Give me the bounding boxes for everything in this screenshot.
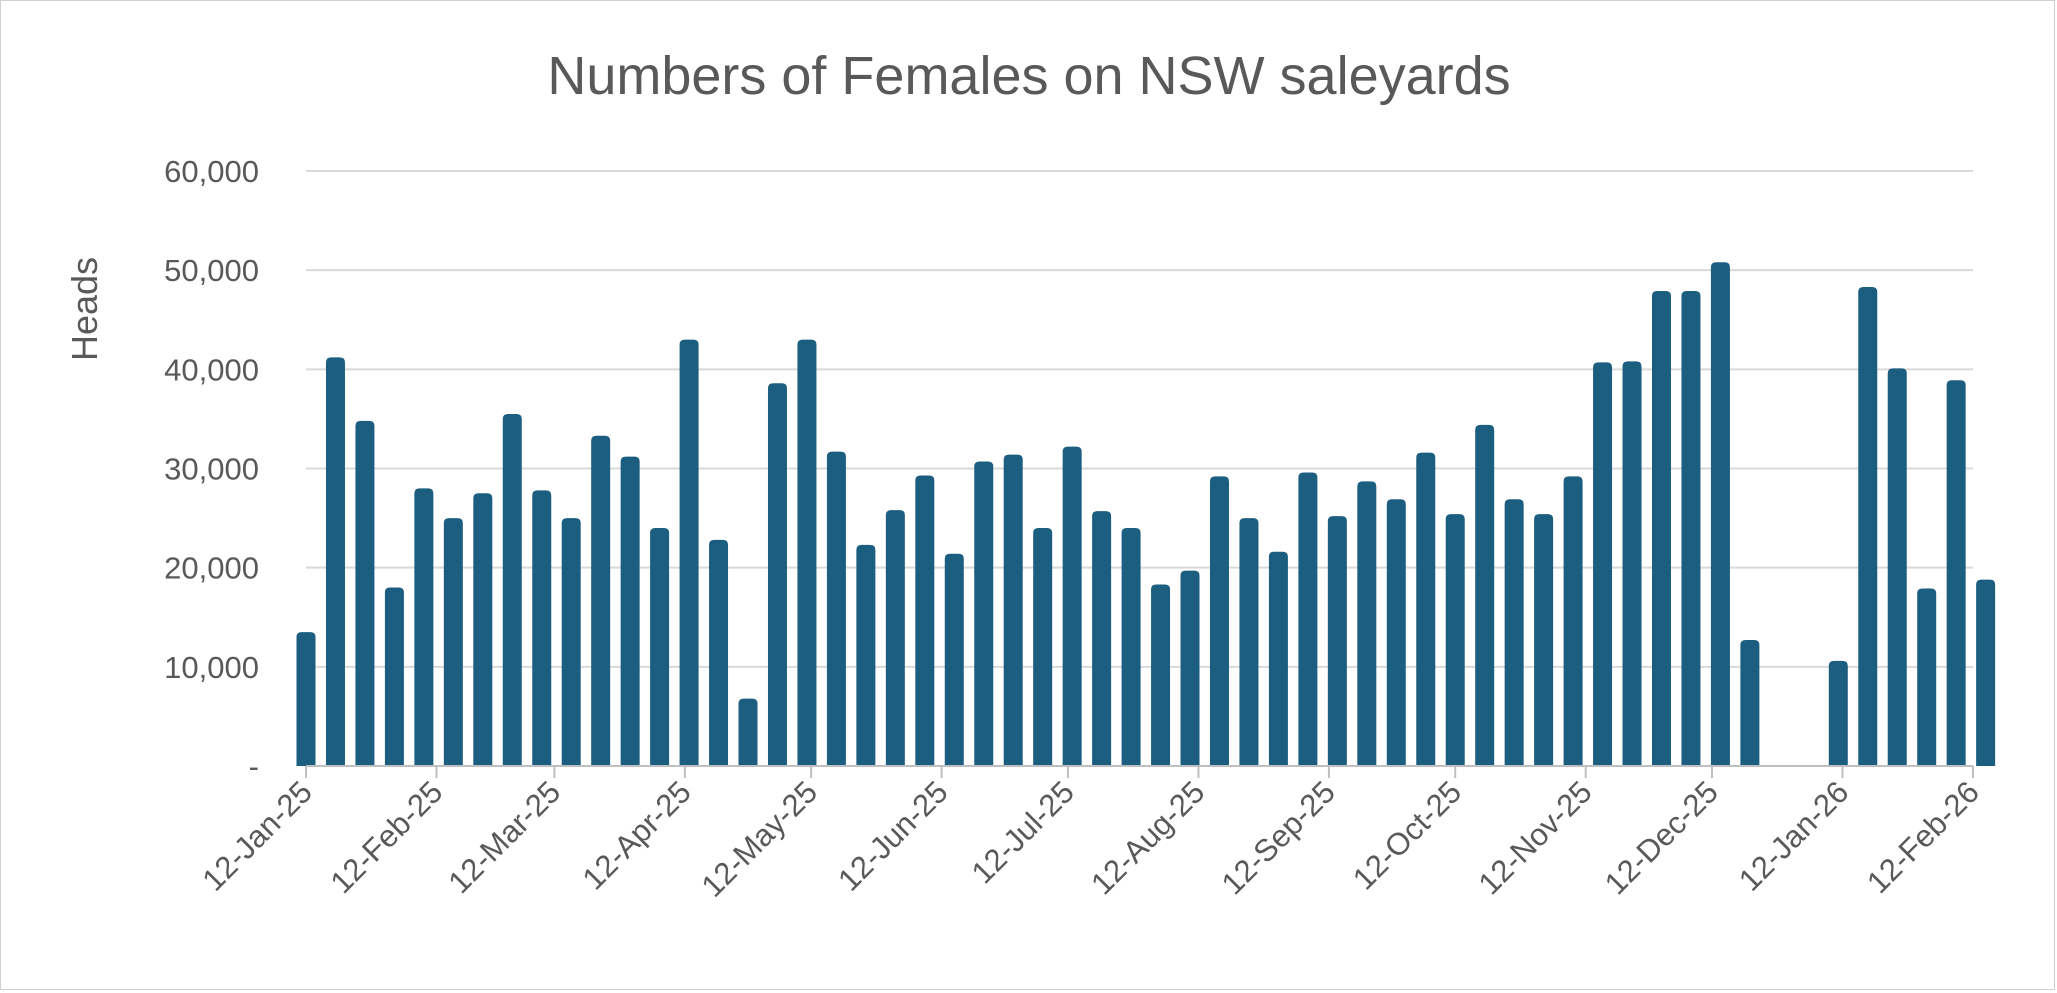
x-tick-label: 12-Sep-25 xyxy=(1215,774,1342,901)
bar xyxy=(1357,481,1377,766)
bar xyxy=(1327,516,1347,766)
bar xyxy=(1062,446,1082,766)
x-tick-label: 12-Dec-25 xyxy=(1598,774,1725,901)
bar xyxy=(1946,380,1966,766)
y-axis-label: Heads xyxy=(64,257,105,361)
bar xyxy=(1504,499,1524,766)
bar xyxy=(826,451,846,766)
y-tick-label: 10,000 xyxy=(164,650,259,685)
x-tick-label: 12-May-25 xyxy=(695,774,825,904)
bar xyxy=(1534,514,1554,766)
bar xyxy=(384,587,404,766)
bar xyxy=(1740,640,1760,766)
bar xyxy=(1003,454,1023,766)
y-tick-label: - xyxy=(249,749,259,784)
bar xyxy=(709,539,729,766)
y-tick-label: 40,000 xyxy=(164,352,259,387)
bar xyxy=(591,435,611,766)
bar xyxy=(1416,452,1436,766)
bar xyxy=(1710,262,1730,766)
bar xyxy=(767,383,787,766)
bar xyxy=(532,490,552,766)
x-tick-label: 12-Mar-25 xyxy=(441,774,567,900)
bar xyxy=(1622,361,1642,766)
x-tick-label: 12-Jul-25 xyxy=(965,774,1081,890)
x-tick-label: 12-Jan-26 xyxy=(1732,774,1855,897)
bars xyxy=(296,262,1996,766)
bar xyxy=(1033,528,1053,766)
y-tick-label: 20,000 xyxy=(164,551,259,586)
bar xyxy=(561,518,581,766)
x-tick-label: 12-Apr-25 xyxy=(576,774,698,896)
chart-title: Numbers of Females on NSW saleyards xyxy=(547,46,1510,106)
bar xyxy=(1976,579,1996,766)
bar xyxy=(1858,287,1878,766)
bar xyxy=(473,493,493,766)
bar xyxy=(679,339,699,766)
bar xyxy=(1298,472,1318,766)
bar xyxy=(885,510,905,766)
x-tick-label: 12-Aug-25 xyxy=(1084,774,1211,901)
bar xyxy=(1092,511,1112,766)
y-tick-labels: - 10,000 20,000 30,000 40,000 50,000 60,000 xyxy=(164,154,259,784)
bar xyxy=(325,357,345,766)
x-tick-label: 12-Jan-25 xyxy=(195,774,318,897)
bar xyxy=(974,461,994,766)
bar xyxy=(1151,584,1171,766)
bar xyxy=(1563,476,1583,766)
bar xyxy=(1268,551,1288,766)
bar xyxy=(1209,476,1229,766)
bar xyxy=(650,528,670,766)
y-tick-label: 60,000 xyxy=(164,154,259,189)
bar xyxy=(1681,290,1701,766)
x-tick-label: 12-Jun-25 xyxy=(831,774,954,897)
bar xyxy=(915,475,935,766)
bar xyxy=(414,488,434,766)
bar xyxy=(1651,290,1671,766)
bar xyxy=(443,518,463,766)
bar xyxy=(1917,588,1937,766)
bar xyxy=(1386,499,1406,766)
bar xyxy=(1121,528,1141,766)
bar xyxy=(1887,368,1907,766)
bar xyxy=(296,632,316,766)
bar xyxy=(355,420,375,766)
bar xyxy=(1593,362,1613,766)
bar xyxy=(1475,424,1495,766)
bar xyxy=(856,544,876,766)
bar xyxy=(1828,660,1848,766)
x-tick-label: 12-Feb-25 xyxy=(324,774,450,900)
y-tick-label: 30,000 xyxy=(164,452,259,487)
x-tick-label: 12-Nov-25 xyxy=(1472,774,1599,901)
bar xyxy=(1180,570,1200,766)
x-tick-label: 12-Oct-25 xyxy=(1346,774,1468,896)
x-axis xyxy=(305,765,1974,778)
bar xyxy=(1239,518,1259,766)
bar xyxy=(502,413,522,766)
bar xyxy=(620,456,640,766)
bar xyxy=(797,339,817,766)
y-tick-label: 50,000 xyxy=(164,253,259,288)
bar xyxy=(944,553,964,766)
bar xyxy=(1445,514,1465,766)
x-tick-label: 12-Feb-26 xyxy=(1860,774,1986,900)
bar xyxy=(738,698,758,766)
